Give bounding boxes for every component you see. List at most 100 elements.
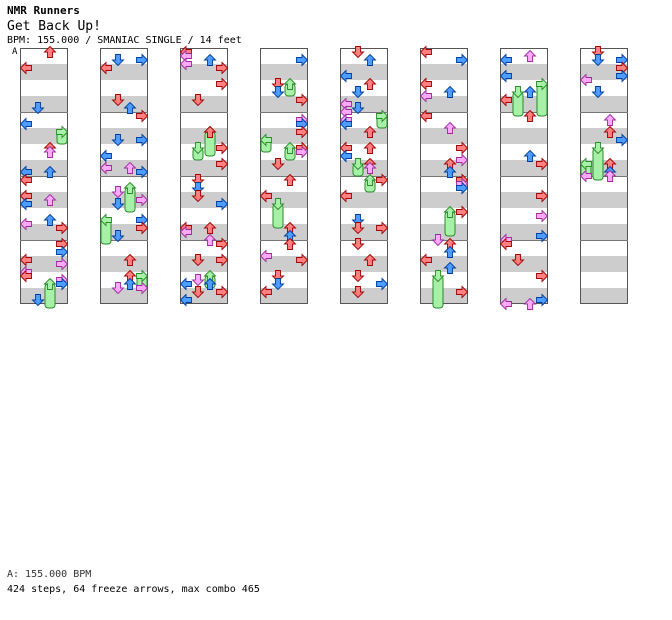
step-arrow — [523, 85, 537, 98]
step-arrow — [99, 149, 112, 163]
beat-stripe — [260, 160, 308, 176]
step-arrow — [136, 133, 149, 147]
beat-stripe — [580, 256, 628, 272]
step-arrow — [363, 77, 377, 90]
step-arrow — [443, 85, 457, 98]
step-arrow — [296, 53, 309, 67]
freeze-head — [431, 270, 445, 283]
chart-column — [179, 45, 229, 307]
step-arrow — [191, 286, 205, 299]
beat-stripe — [340, 288, 388, 304]
step-arrow — [19, 269, 32, 283]
step-arrow — [43, 213, 57, 226]
step-arrow — [179, 293, 192, 307]
beat-stripe — [180, 160, 228, 176]
step-arrow — [216, 237, 229, 251]
step-arrow — [616, 133, 629, 147]
step-arrow — [216, 253, 229, 267]
step-arrow — [499, 237, 512, 251]
beat-stripe — [580, 96, 628, 112]
beat-stripe — [20, 288, 68, 304]
step-arrow — [179, 277, 192, 291]
step-arrow — [376, 221, 389, 235]
step-arrow — [579, 73, 592, 87]
step-arrow — [456, 141, 469, 155]
step-arrow — [56, 221, 69, 235]
step-arrow — [111, 54, 125, 67]
beat-stripe — [500, 288, 548, 304]
beat-stripe — [180, 96, 228, 112]
step-arrow — [419, 77, 432, 91]
step-arrow — [191, 274, 205, 287]
step-arrow — [271, 86, 285, 99]
chart-column — [339, 46, 389, 304]
step-arrow — [31, 294, 45, 307]
step-arrow — [43, 165, 57, 178]
chart-column — [259, 48, 309, 304]
step-arrow — [443, 245, 457, 258]
step-arrow — [351, 222, 365, 235]
beat-stripe — [500, 64, 548, 80]
step-arrow — [56, 257, 69, 271]
beat-stripe — [420, 96, 468, 112]
freeze-head — [259, 133, 272, 147]
step-arrow — [259, 189, 272, 203]
beat-stripe — [180, 128, 228, 144]
freeze-head — [443, 205, 457, 218]
step-arrow — [179, 57, 192, 71]
step-arrow — [216, 157, 229, 171]
bpm-legend: A: 155.000 BPM — [7, 569, 92, 580]
step-arrow — [603, 125, 617, 138]
step-arrow — [136, 53, 149, 67]
step-arrow — [376, 277, 389, 291]
step-stats: 424 steps, 64 freeze arrows, max combo 4… — [7, 584, 260, 595]
step-arrow — [376, 173, 389, 187]
song-title: Get Back Up! — [7, 19, 101, 34]
step-arrow — [363, 253, 377, 266]
step-arrow — [603, 113, 617, 126]
beat-stripe — [260, 128, 308, 144]
chart-column — [19, 45, 69, 309]
step-arrow — [443, 121, 457, 134]
step-arrow — [603, 169, 617, 182]
step-arrow — [443, 165, 457, 178]
step-arrow — [351, 102, 365, 115]
beat-stripe — [20, 256, 68, 272]
step-arrow — [123, 253, 137, 266]
step-arrow — [443, 261, 457, 274]
step-arrow — [363, 53, 377, 66]
beat-stripe — [500, 192, 548, 208]
step-arrow — [216, 285, 229, 299]
step-arrow — [271, 278, 285, 291]
beat-stripe — [340, 192, 388, 208]
step-arrow — [123, 161, 137, 174]
step-arrow — [351, 46, 365, 59]
beat-stripe — [420, 288, 468, 304]
step-arrow — [536, 229, 549, 243]
step-arrow — [499, 93, 512, 107]
step-arrow — [259, 285, 272, 299]
beat-stripe — [340, 64, 388, 80]
beat-stripe — [580, 288, 628, 304]
step-arrow — [616, 69, 629, 83]
beat-stripe — [420, 192, 468, 208]
beat-stripe — [500, 256, 548, 272]
step-arrow — [456, 285, 469, 299]
beat-stripe — [580, 192, 628, 208]
freeze-head — [363, 173, 377, 186]
beat-stripe — [20, 64, 68, 80]
song-artist: NMR Runners — [7, 4, 80, 17]
step-arrow — [111, 186, 125, 199]
step-arrow — [136, 165, 149, 179]
step-arrow — [136, 281, 149, 295]
freeze-head — [536, 77, 549, 91]
step-arrow — [339, 69, 352, 83]
step-arrow — [191, 254, 205, 267]
step-arrow — [19, 197, 32, 211]
step-arrow — [111, 230, 125, 243]
step-arrow — [123, 277, 137, 290]
step-arrow — [19, 253, 32, 267]
step-arrow — [111, 282, 125, 295]
step-arrow — [339, 149, 352, 163]
